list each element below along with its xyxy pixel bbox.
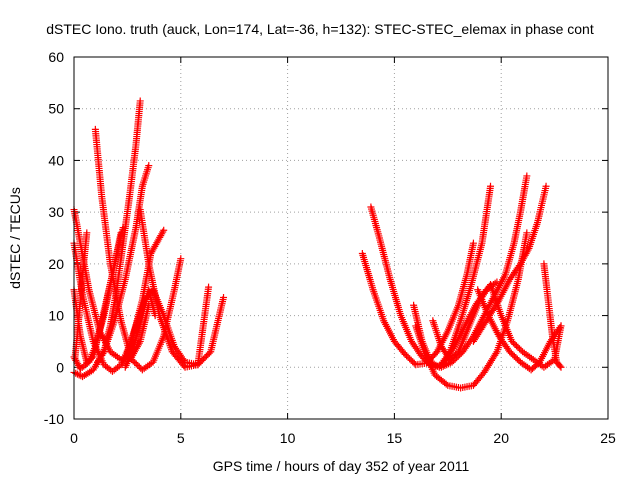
data-point [557,363,565,371]
data-point [507,349,515,357]
data-point [409,358,417,366]
y-tick-label: 50 [48,101,64,117]
series-20 [540,260,565,371]
data-point [509,351,517,359]
data-point [418,353,426,361]
data-point [403,352,411,360]
series-19 [469,182,550,345]
data-point [406,355,414,363]
data-point [453,354,461,362]
data-point [220,293,228,301]
data-point [93,358,101,366]
data-point [135,363,143,371]
data-point [404,353,412,361]
data-point [71,353,79,361]
data-point [556,324,564,332]
data-point [516,345,524,353]
series-6 [71,229,91,361]
data-point [487,182,495,190]
data-point [508,337,516,345]
data-point [205,283,213,291]
y-tick-label: 20 [48,256,64,272]
data-point [145,162,153,170]
data-point [524,246,532,254]
data-point [494,298,502,306]
data-point [506,348,514,356]
data-point [448,358,456,366]
data-point [456,351,464,359]
x-tick-label: 25 [600,430,616,446]
data-point [492,349,500,357]
data-point [151,312,159,320]
data-point [442,380,450,388]
series-10 [123,283,213,369]
data-point [401,350,409,358]
x-axis-label: GPS time / hours of day 352 of year 2011 [213,458,470,474]
data-point [177,255,185,263]
data-points [70,97,565,392]
data-point [205,349,213,357]
y-axis-label: dSTEC / TECUs [7,187,23,289]
x-tick-label: 20 [493,430,509,446]
data-point [73,370,81,378]
y-tick-label: 0 [56,359,64,375]
data-point [469,239,477,247]
tick-labels: 0 5 10 15 20 25 -10 0 10 20 30 40 50 60 [44,49,616,446]
y-tick-label: 10 [48,308,64,324]
data-point [454,352,462,360]
y-tick-label: 60 [48,49,64,65]
data-point [95,356,103,364]
data-point [557,322,565,330]
data-point [160,226,168,234]
data-point [523,172,531,180]
data-point [410,359,418,367]
data-point [512,342,520,350]
plot-frame [73,56,609,420]
series-11 [121,286,159,371]
series-18 [437,172,531,371]
y-tick-label: 30 [48,204,64,220]
y-tick-label: -10 [44,411,64,427]
data-point [134,361,142,369]
data-point [451,355,459,363]
data-point [523,229,531,237]
data-point [407,356,415,364]
data-point [511,340,519,348]
series-8 [93,97,144,366]
data-point [450,357,458,365]
data-point [512,354,520,362]
data-point [556,362,564,370]
data-point [131,358,139,366]
x-tick-label: 5 [177,430,185,446]
x-tick-label: 10 [280,430,296,446]
data-point [509,339,517,347]
data-point [510,352,518,360]
data-point [514,343,522,351]
x-tick-label: 0 [70,430,78,446]
series-13 [367,203,501,371]
data-point [513,355,521,363]
series-15 [410,182,495,371]
data-point [132,360,140,368]
data-point [542,182,550,190]
x-tick-label: 15 [387,430,403,446]
data-point [135,339,143,347]
chart-title: dSTEC Iono. truth (auck, Lon=174, Lat=-3… [46,21,594,37]
data-point [72,369,80,377]
y-tick-label: 40 [48,152,64,168]
series-9 [136,206,228,371]
data-point [129,357,137,365]
